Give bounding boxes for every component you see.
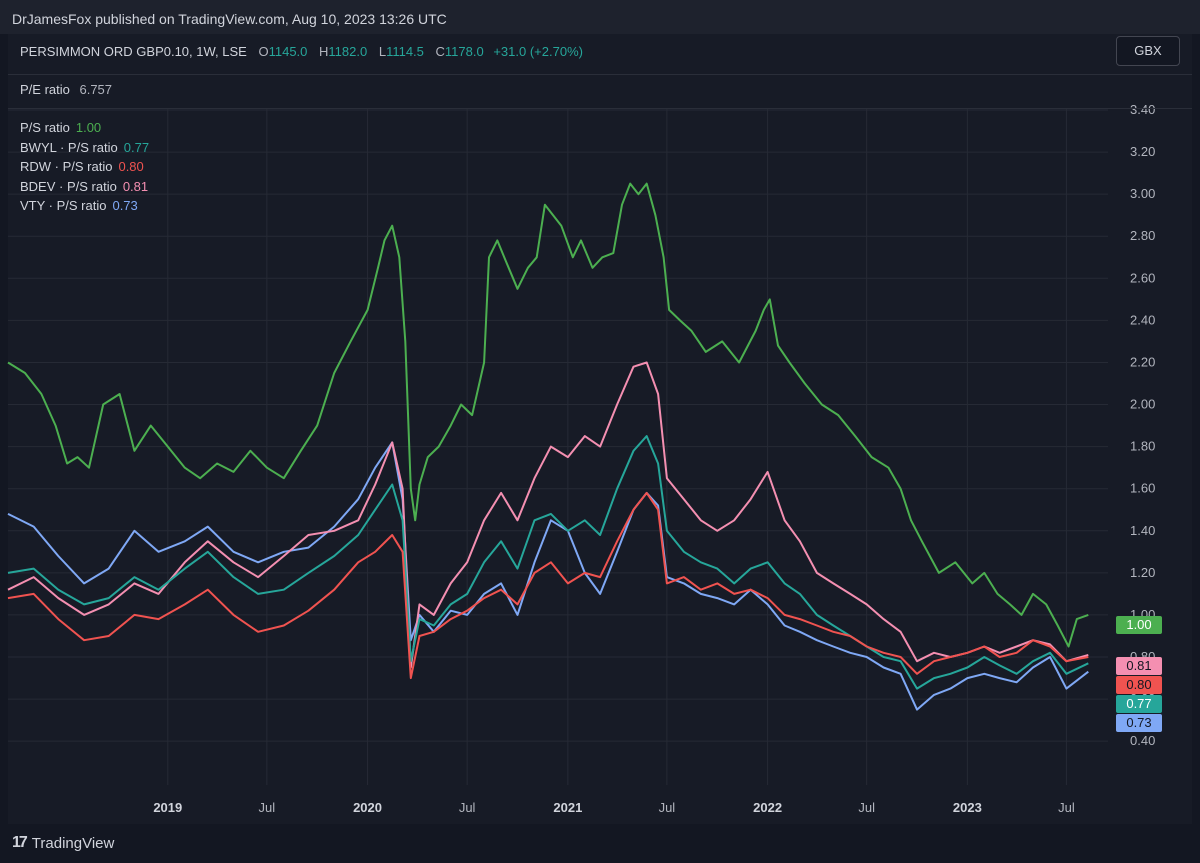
- brand-name: TradingView: [31, 834, 115, 852]
- price-label-box: [1116, 714, 1162, 732]
- series-legend-item[interactable]: RDW · P/S ratio 0.80: [20, 159, 144, 174]
- open-label: O: [258, 44, 269, 59]
- price-label-box: [1116, 676, 1162, 694]
- y-tick-label: 3.00: [1130, 186, 1155, 201]
- x-tick-label: 2019: [153, 800, 182, 815]
- tradingview-logo-icon: 17: [12, 834, 28, 851]
- symbol-legend: PERSIMMON ORD GBP0.10, 1W, LSE O1145.0 H…: [20, 44, 583, 59]
- price-label-box: [1116, 616, 1162, 634]
- x-tick-label: 2020: [353, 800, 382, 815]
- currency-button[interactable]: GBX: [1116, 36, 1180, 66]
- x-tick-label: Jul: [1058, 800, 1075, 815]
- price-label: 0.77: [1126, 696, 1151, 711]
- series-line[interactable]: [7, 182, 1089, 648]
- y-tick-label: 2.60: [1130, 270, 1155, 285]
- y-tick-label: 3.20: [1130, 144, 1155, 159]
- series-line[interactable]: [7, 435, 1089, 690]
- close-label: C: [435, 44, 445, 59]
- series-legend-value: 0.73: [112, 198, 138, 213]
- x-tick-label: 2023: [953, 800, 982, 815]
- x-tick-label: Jul: [459, 800, 476, 815]
- price-label: 0.81: [1126, 658, 1151, 673]
- series-legend-item[interactable]: BWYL · P/S ratio 0.77: [20, 140, 149, 155]
- high-value: 1182.0: [328, 44, 368, 59]
- footer: 17 TradingView: [0, 824, 1200, 863]
- divider: [8, 74, 1192, 75]
- series-legend-item[interactable]: VTY · P/S ratio 0.73: [20, 198, 138, 213]
- price-label-box: [1116, 657, 1162, 675]
- y-tick-label: 2.20: [1130, 354, 1155, 369]
- pe-legend: P/E ratio 6.757: [20, 82, 112, 97]
- y-tick-label: 2.00: [1130, 397, 1155, 412]
- series-legend-value: 0.77: [123, 139, 150, 155]
- pe-label: P/E ratio: [20, 82, 70, 97]
- tradingview-logo[interactable]: 17 TradingView: [12, 834, 114, 852]
- series-legend-name: P/S ratio: [20, 120, 70, 135]
- published-bar: DrJamesFox published on TradingView.com,…: [0, 0, 1200, 34]
- y-tick-label: 2.80: [1130, 228, 1155, 243]
- x-tick-label: Jul: [259, 800, 276, 815]
- series-legend-name: BWYL · P/S ratio: [20, 139, 118, 155]
- y-tick-label: 3.40: [1130, 102, 1155, 117]
- low-label: L: [378, 44, 387, 59]
- pe-value: 6.757: [79, 82, 113, 97]
- y-tick-label: 1.60: [1130, 481, 1155, 496]
- x-tick-label: 2022: [753, 800, 782, 815]
- series-legend-item[interactable]: P/S ratio 1.00: [20, 120, 101, 135]
- x-tick-label: Jul: [858, 800, 875, 815]
- x-tick-label: Jul: [659, 800, 676, 815]
- change-value: +31.0 (+2.70%): [493, 44, 583, 59]
- y-tick-label: 2.40: [1130, 312, 1155, 327]
- series-line[interactable]: [7, 441, 1089, 711]
- price-label-box: [1116, 695, 1162, 713]
- price-label: 0.73: [1126, 715, 1151, 730]
- divider: [8, 108, 1192, 109]
- series-legend-name: BDEV · P/S ratio: [20, 178, 117, 194]
- series-legend-name: RDW · P/S ratio: [20, 159, 113, 174]
- series-legend-value: 1.00: [75, 120, 102, 135]
- y-tick-label: 1.20: [1130, 565, 1155, 580]
- high-label: H: [319, 44, 329, 59]
- y-tick-label: 1.40: [1130, 523, 1155, 538]
- published-text: DrJamesFox published on TradingView.com,…: [12, 11, 447, 27]
- series-line[interactable]: [7, 361, 1089, 669]
- series-legend-name: VTY · P/S ratio: [20, 198, 107, 213]
- symbol-title: PERSIMMON ORD GBP0.10, 1W, LSE: [20, 44, 247, 59]
- price-label: 1.00: [1126, 617, 1151, 632]
- x-tick-label: 2021: [553, 800, 582, 815]
- chart-panel: [8, 34, 1192, 824]
- series-line[interactable]: [7, 491, 1089, 680]
- y-tick-label: 0.40: [1130, 733, 1155, 748]
- close-value: 1178.0: [444, 44, 484, 59]
- low-value: 1114.5: [386, 44, 424, 59]
- price-label: 0.80: [1126, 677, 1151, 692]
- series-legend-value: 0.80: [118, 159, 144, 174]
- series-legend-item[interactable]: BDEV · P/S ratio 0.81: [20, 179, 148, 194]
- open-value: 1145.0: [268, 44, 308, 59]
- y-tick-label: 1.80: [1130, 439, 1155, 454]
- series-legend-value: 0.81: [122, 178, 149, 194]
